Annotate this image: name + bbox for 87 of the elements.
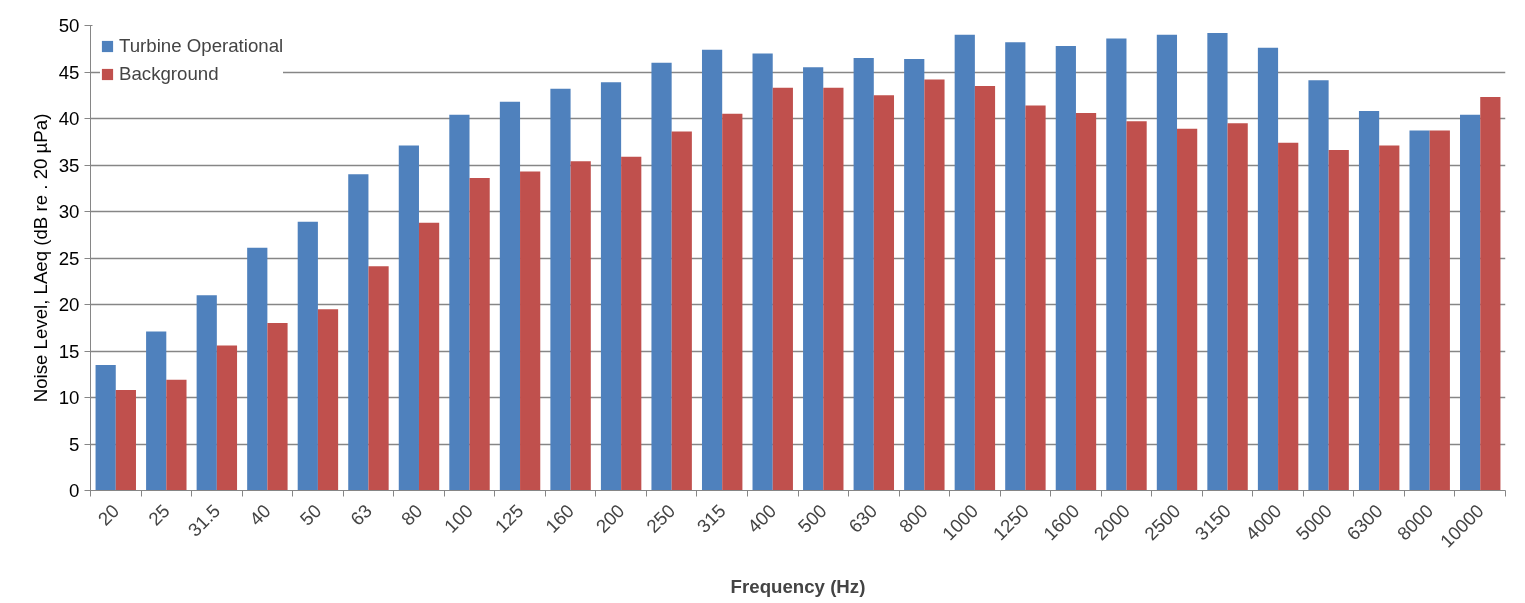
- x-tick-label: 125: [490, 500, 528, 537]
- y-tick-label: 5: [69, 433, 80, 455]
- bar: [671, 131, 692, 491]
- x-axis-title: Frequency (Hz): [730, 576, 866, 598]
- legend-label: Background: [119, 63, 219, 85]
- bar: [1257, 47, 1279, 491]
- bar: [1429, 130, 1450, 491]
- legend-label: Turbine Operational: [119, 35, 284, 57]
- bar: [651, 62, 672, 491]
- bar: [803, 67, 824, 491]
- y-tick-label: 40: [58, 108, 80, 129]
- bar: [772, 87, 793, 491]
- bar: [904, 58, 925, 491]
- bar: [1156, 34, 1178, 491]
- x-tick-label: 200: [591, 500, 629, 537]
- x-tick-label: 250: [642, 500, 680, 537]
- bar: [1126, 121, 1147, 491]
- x-tick-label: 500: [793, 500, 831, 537]
- x-tick-label: 400: [743, 500, 781, 537]
- y-tick-label: 10: [58, 387, 80, 408]
- bar: [95, 364, 116, 491]
- bar: [550, 88, 571, 491]
- bar: [1379, 145, 1400, 491]
- bar: [449, 114, 470, 491]
- bar: [1358, 111, 1380, 491]
- bar: [469, 178, 490, 491]
- bar: [823, 87, 844, 491]
- bar: [1025, 105, 1046, 491]
- bar: [853, 58, 874, 491]
- x-tick-label: 100: [440, 500, 477, 537]
- bar: [398, 145, 419, 491]
- x-tick-label: 25: [144, 500, 174, 530]
- bar: [974, 85, 996, 491]
- x-tick-label: 40: [245, 500, 275, 530]
- bar: [1207, 32, 1228, 491]
- bar: [317, 309, 339, 491]
- x-tick-label: 800: [894, 500, 932, 537]
- x-tick-label: 315: [692, 500, 730, 537]
- bar: [1055, 45, 1076, 491]
- bar: [348, 174, 369, 491]
- bar: [418, 222, 440, 491]
- bar: [873, 95, 895, 491]
- x-tick-label: 630: [844, 500, 882, 537]
- bar: [146, 331, 167, 491]
- y-tick-label: 20: [58, 294, 80, 315]
- bar: [166, 379, 187, 491]
- bar: [701, 49, 723, 491]
- bar: [1005, 42, 1026, 491]
- bar: [115, 390, 136, 491]
- x-tick-label: 50: [295, 500, 326, 530]
- bar: [1075, 112, 1097, 491]
- y-tick-label: 50: [58, 15, 80, 36]
- bar: [722, 113, 743, 491]
- bar: [621, 156, 642, 491]
- bar: [600, 82, 622, 491]
- bar: [247, 247, 268, 491]
- y-tick-label: 15: [58, 340, 80, 362]
- bar: [499, 101, 521, 491]
- y-tick-label: 25: [58, 247, 80, 269]
- bar: [368, 266, 389, 491]
- x-tick-label: 80: [396, 500, 427, 530]
- bar: [954, 34, 975, 491]
- y-tick-label: 30: [58, 201, 80, 222]
- bar: [1308, 80, 1329, 491]
- y-tick-label: 35: [58, 154, 80, 176]
- bar: [1227, 123, 1248, 491]
- bar: [752, 53, 773, 491]
- y-tick-label: 45: [58, 61, 80, 83]
- y-axis-title: Noise Level, LAeq (dB re . 20 µPa): [29, 113, 51, 403]
- bar: [1460, 114, 1481, 491]
- bar: [216, 345, 238, 491]
- x-tick-label: 160: [541, 500, 579, 537]
- bar: [267, 323, 288, 491]
- bar: [1106, 38, 1127, 491]
- bar: [1177, 128, 1198, 491]
- bar: [570, 161, 591, 491]
- bar: [1328, 150, 1349, 491]
- bar: [924, 79, 945, 491]
- bar: [1409, 130, 1430, 491]
- bar: [297, 221, 318, 491]
- bar: [1278, 142, 1299, 491]
- bar: [1480, 97, 1501, 491]
- bar: [196, 295, 217, 491]
- bar: [520, 171, 541, 491]
- y-tick-label: 0: [69, 480, 80, 501]
- x-tick-label: 63: [346, 500, 376, 530]
- x-tick-label: 20: [93, 500, 124, 530]
